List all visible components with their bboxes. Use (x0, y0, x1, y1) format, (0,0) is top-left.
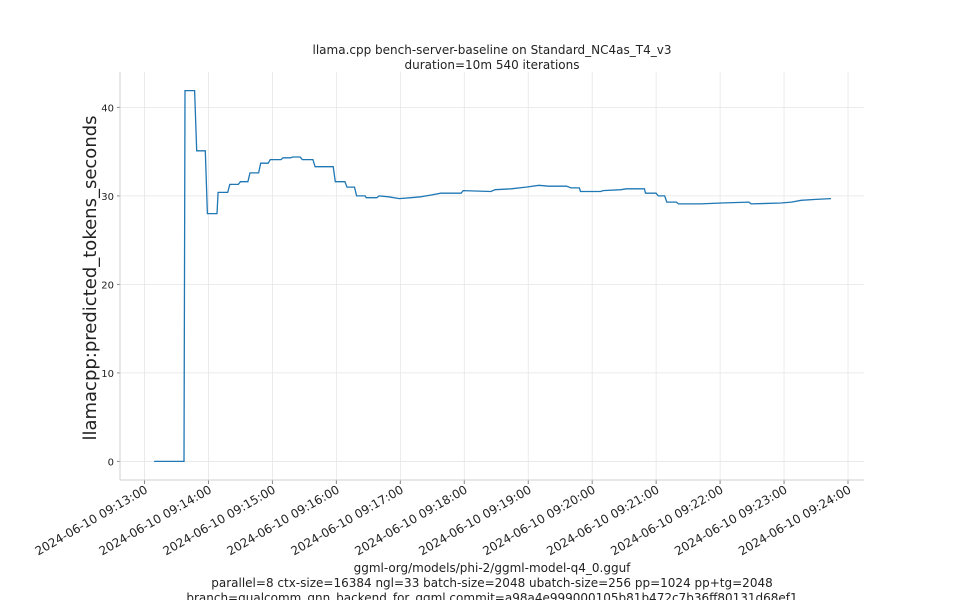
x-tick-label: 2024-06-10 09:20:00 (480, 482, 597, 558)
x-tick-label: 2024-06-10 09:13:00 (33, 482, 150, 558)
plot-area (154, 89, 832, 463)
y-tick-label: 40 (101, 103, 114, 114)
x-tick-label: 2024-06-10 09:18:00 (352, 482, 469, 558)
x-tick-label: 2024-06-10 09:15:00 (161, 482, 278, 558)
y-tick-label: 30 (101, 192, 114, 203)
x-label-line-3: branch=qualcomm_qnn_backend_for_ggml com… (186, 591, 797, 600)
y-tick-label: 0 (108, 457, 114, 468)
x-tick-label: 2024-06-10 09:19:00 (416, 482, 533, 558)
y-tick-label: 20 (101, 280, 114, 291)
grid (120, 72, 864, 480)
x-tick-label: 2024-06-10 09:17:00 (288, 482, 405, 558)
chart-subtitle: duration=10m 540 iterations (405, 58, 580, 72)
x-tick-label: 2024-06-10 09:23:00 (672, 482, 789, 558)
x-tick-label: 2024-06-10 09:24:00 (736, 482, 853, 558)
x-tick-label: 2024-06-10 09:21:00 (544, 482, 661, 558)
series-line (154, 89, 832, 463)
y-axis-label: llamacpp:predicted_tokens_seconds (80, 115, 101, 440)
x-tick-label: 2024-06-10 09:16:00 (225, 482, 342, 558)
y-tick-label: 10 (101, 369, 114, 380)
x-tick-label: 2024-06-10 09:22:00 (608, 482, 725, 558)
x-tick-label: 2024-06-10 09:14:00 (97, 482, 214, 558)
chart-title: llama.cpp bench-server-baseline on Stand… (313, 43, 672, 57)
x-label-line-1: ggml-org/models/phi-2/ggml-model-q4_0.gg… (354, 561, 632, 575)
x-label-line-2: parallel=8 ctx-size=16384 ngl=33 batch-s… (211, 576, 772, 590)
